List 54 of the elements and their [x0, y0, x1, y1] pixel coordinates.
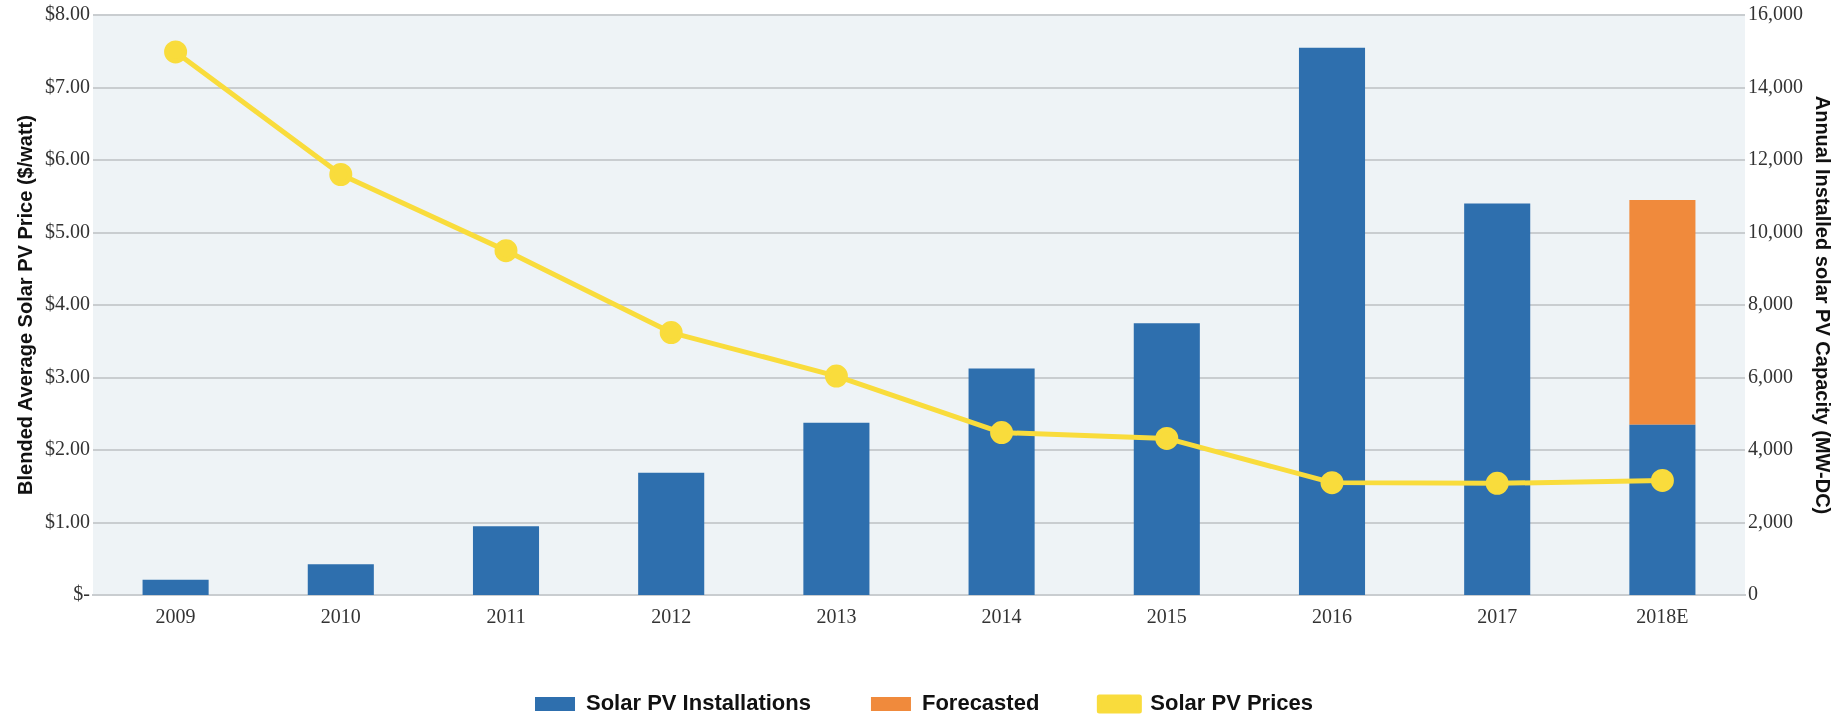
bar [1298, 47, 1366, 595]
y-tick-label: $8.00 [45, 2, 90, 25]
y-tick-label: $1.00 [45, 509, 90, 532]
bar [472, 526, 540, 595]
point [1155, 426, 1179, 450]
y2-tick-label: 12,000 [1748, 147, 1803, 170]
x-tick-label: 2010 [320, 605, 361, 628]
y2-tick-label: 10,000 [1748, 219, 1803, 242]
bar [142, 579, 209, 595]
point [1485, 471, 1509, 495]
bar [1629, 424, 1696, 595]
y2-tick-label: 4,000 [1748, 437, 1793, 460]
bar [1133, 323, 1200, 595]
bar [1629, 199, 1696, 425]
y-tick-label: $3.00 [45, 364, 90, 387]
point [494, 239, 518, 263]
x-tick-label: 2009 [155, 605, 196, 628]
bar [968, 368, 1035, 595]
y-tick-label: $2.00 [45, 437, 90, 460]
y2-tick-label: 2,000 [1748, 509, 1793, 532]
x-tick-label: 2014 [981, 605, 1022, 628]
x-tick-label: 2011 [486, 605, 526, 628]
point [164, 40, 188, 64]
legend-label: Forecasted [921, 690, 1040, 716]
x-tick-label: 2015 [1146, 605, 1187, 628]
x-tick-label: 2018E [1636, 605, 1689, 628]
y2-tick-label: 8,000 [1748, 292, 1793, 315]
x-tick-label: 2017 [1477, 605, 1518, 628]
point [1320, 471, 1344, 495]
y2-tick-label: 6,000 [1748, 364, 1793, 387]
x-tick-label: 2013 [816, 605, 857, 628]
y-tick-label: $4.00 [45, 292, 90, 315]
x-tick-label: 2012 [651, 605, 692, 628]
bar [1464, 203, 1531, 595]
bar [803, 422, 870, 595]
point [1650, 468, 1674, 492]
y-tick-label: $6.00 [45, 147, 90, 170]
y2-tick-label: 14,000 [1748, 74, 1803, 97]
point [990, 421, 1014, 445]
x-tick-label: 2016 [1312, 605, 1352, 628]
y-tick-label: $7.00 [45, 74, 90, 97]
point [329, 163, 353, 186]
bar [307, 564, 374, 595]
bar [638, 472, 705, 595]
y2-tick-label: 16,000 [1748, 2, 1803, 25]
point [824, 364, 848, 388]
legend-label: Solar PV Installations [586, 690, 811, 716]
y2-axis-title: Annual Installed solar PV Capacity (MW-DC) [1812, 95, 1835, 515]
legend-label: Solar PV Prices [1150, 690, 1313, 716]
y2-tick-label: 0 [1748, 582, 1758, 605]
point [659, 321, 683, 345]
y-tick-label: $5.00 [45, 219, 90, 242]
y-tick-label: $- [73, 582, 90, 605]
y-axis-title: Blended Average Solar PV Price ($/watt) [13, 115, 36, 495]
